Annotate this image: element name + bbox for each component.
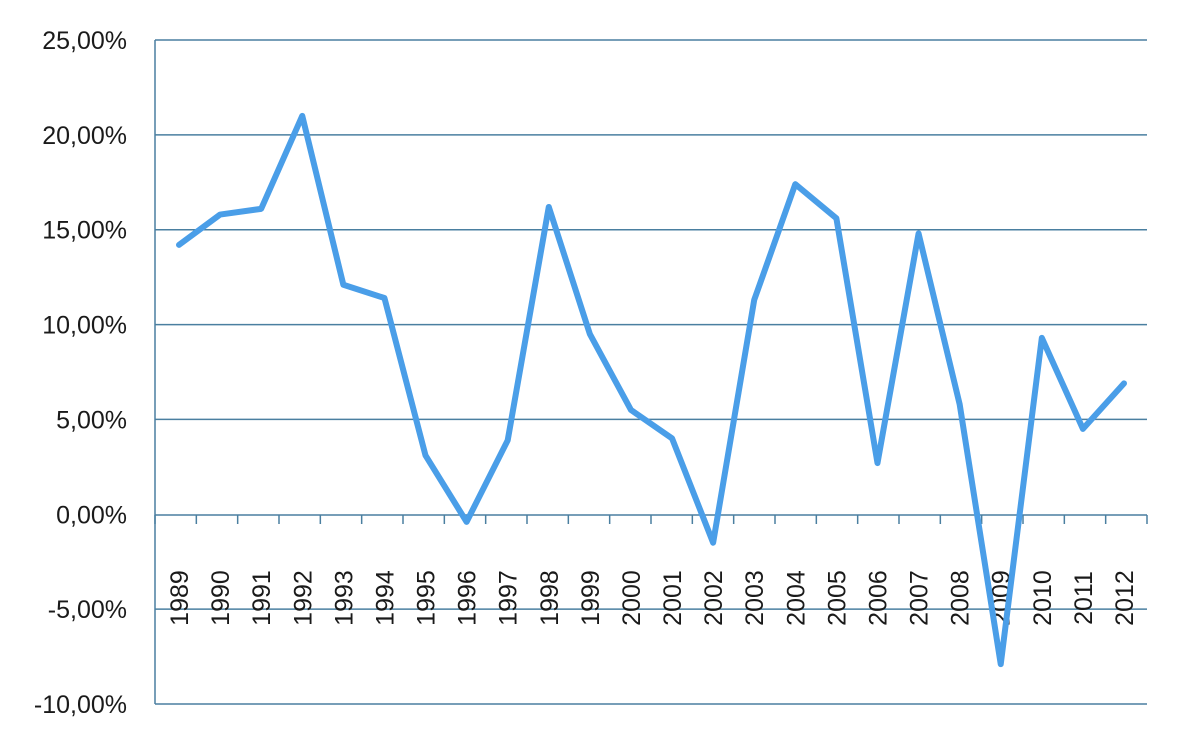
x-tick-label: 2012 — [1111, 570, 1139, 626]
y-tick-label: 20,00% — [42, 122, 127, 150]
x-tick-label: 1994 — [371, 570, 399, 626]
x-tick-label: 1992 — [289, 570, 317, 626]
y-tick-label: 0,00% — [56, 501, 127, 529]
x-tick-label: 1995 — [413, 570, 441, 626]
y-tick-label: 10,00% — [42, 312, 127, 340]
y-tick-label: 5,00% — [56, 406, 127, 434]
y-tick-label: 25,00% — [42, 27, 127, 55]
x-axis — [154, 514, 1148, 524]
y-tick-label: -5,00% — [48, 596, 127, 624]
x-tick-label: 2005 — [823, 570, 851, 626]
x-tick-label: 2004 — [782, 570, 810, 626]
series-line — [176, 112, 1127, 668]
x-tick-label: 2002 — [700, 570, 728, 626]
y-tick-label: -10,00% — [34, 691, 127, 719]
gridlines — [154, 39, 1147, 705]
x-tick-label: 2000 — [618, 570, 646, 626]
x-tick-label: 1996 — [454, 570, 482, 626]
x-tick-label: 2001 — [659, 570, 687, 626]
x-tick-label: 2007 — [906, 570, 934, 626]
y-tick-label: 15,00% — [42, 217, 127, 245]
y-axis-tick-labels: 25,00% 20,00% 15,00% 10,00% 5,00% 0,00% -5,00%… — [34, 27, 127, 719]
x-tick-label: 1993 — [330, 570, 358, 626]
x-tick-label: 1999 — [577, 570, 605, 626]
x-tick-label: 1990 — [207, 570, 235, 626]
x-tick-label: 1991 — [248, 570, 276, 626]
x-tick-label: 2003 — [741, 570, 769, 626]
x-tick-label: 2011 — [1070, 571, 1098, 625]
x-tick-label: 1989 — [166, 570, 194, 626]
x-tick-label: 2006 — [864, 570, 892, 626]
series-group — [176, 112, 1127, 668]
x-tick-label: 1998 — [536, 570, 564, 626]
x-tick-label: 1997 — [495, 570, 523, 626]
x-tick-label: 2008 — [947, 570, 975, 626]
x-tick-label: 2010 — [1029, 570, 1057, 626]
